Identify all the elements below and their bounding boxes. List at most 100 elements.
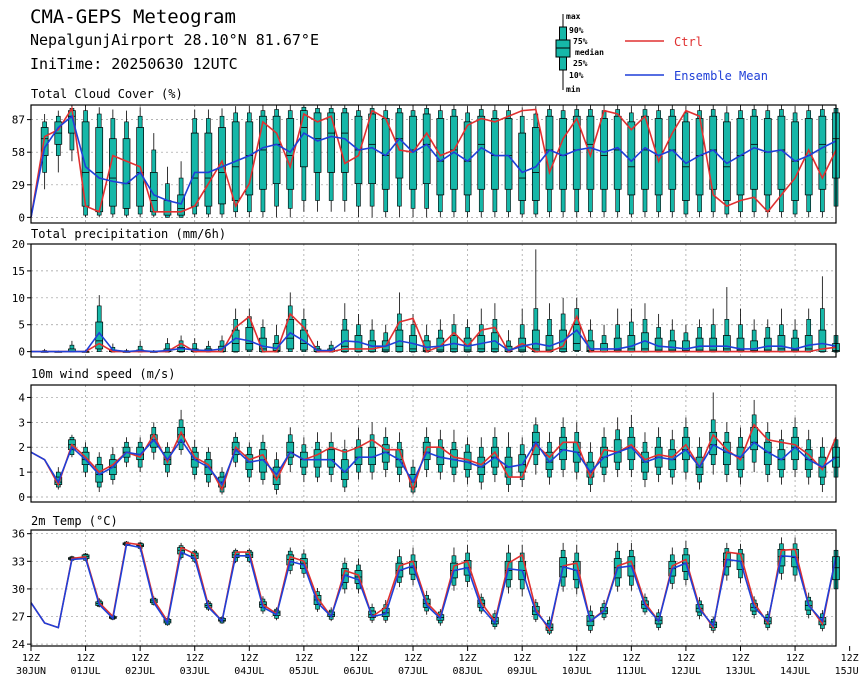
precip-p90-box — [547, 319, 552, 336]
cloud-iqr-box — [395, 112, 404, 179]
station-info: NepalgunjAirport 28.10°N 81.67°E — [30, 31, 319, 49]
wind-p10-box — [397, 466, 402, 475]
wind-p90-box — [137, 441, 143, 448]
x-label-hour: 12Z — [240, 653, 258, 664]
x-label-hour: 12Z — [404, 653, 422, 664]
x-label-hour: 12Z — [295, 653, 313, 664]
cloud-p10-box — [110, 205, 116, 215]
cloud-p90-box — [765, 110, 771, 119]
temp-p10-box — [342, 582, 348, 590]
wind-iqr-box — [791, 436, 799, 461]
wind-p10-box — [765, 464, 771, 475]
wind-p10-box — [424, 459, 429, 470]
wind-p10-box — [96, 481, 102, 488]
temp-p10-box — [738, 569, 743, 579]
temp-ytick-label: 27 — [12, 611, 25, 624]
precip-iqr-box — [600, 343, 608, 352]
x-label-date: 14JUL — [780, 666, 810, 677]
cloud-p90-box — [779, 109, 784, 117]
cloud-p90-box — [806, 110, 812, 119]
wind-p10-box — [506, 476, 511, 485]
x-label-date: 09JUL — [507, 666, 537, 677]
x-label-date: 04JUL — [234, 666, 264, 677]
wind-p90-box — [533, 424, 539, 433]
x-label-hour: 12Z — [677, 653, 695, 664]
wind-p90-box — [615, 429, 620, 441]
wind-p10-box — [315, 466, 320, 478]
cloud-p10-box — [683, 200, 689, 215]
precip-p90-box — [410, 324, 416, 336]
cloud-p90-box — [192, 118, 198, 134]
precip-ytick-label: 5 — [18, 319, 25, 332]
wind-ytick-label: 1 — [18, 466, 25, 479]
cloud-p90-box — [151, 149, 157, 173]
temp-p90-box — [451, 555, 457, 564]
wind-p90-box — [792, 427, 798, 438]
temp-panel-frame — [30, 529, 837, 647]
precip-ctrl-line — [31, 312, 837, 353]
temp-ytick-label: 36 — [12, 528, 25, 541]
wind-iqr-box — [81, 451, 90, 466]
cloud-p10-box — [356, 183, 361, 207]
wind-p90-box — [165, 446, 170, 453]
cloud-iqr-box — [641, 115, 649, 190]
panel-precip-title: Total precipitation (mm/6h) — [31, 227, 226, 241]
temp-p10-box — [765, 623, 771, 628]
cloud-ytick-label: 58 — [12, 146, 25, 159]
cloud-p90-box — [710, 109, 716, 117]
cloud-p90-box — [233, 112, 238, 123]
cloud-p10-box — [820, 188, 825, 213]
precip-ytick-label: 10 — [12, 292, 25, 305]
wind-p90-box — [206, 451, 211, 460]
temp-p90-box — [356, 564, 361, 571]
precip-p90-box — [438, 329, 443, 339]
cloud-iqr-box — [122, 138, 131, 209]
cloud-iqr-box — [586, 115, 595, 190]
temp-p90-box — [669, 554, 675, 562]
wind-p10-box — [451, 466, 457, 475]
cloud-p10-box — [69, 132, 75, 151]
cloud-p90-box — [356, 110, 361, 117]
wind-p90-box — [96, 456, 102, 465]
temp-p10-box — [806, 609, 812, 615]
wind-p90-box — [697, 446, 702, 458]
legend-mean-label: Ensemble Mean — [674, 69, 768, 83]
precip-mean-line — [31, 328, 837, 353]
cloud-p90-box — [137, 115, 143, 128]
cloud-iqr-box — [272, 115, 281, 185]
cloud-p90-box — [560, 110, 566, 119]
precip-p90-box — [642, 319, 648, 334]
wind-p10-box — [779, 469, 784, 478]
wind-p10-box — [642, 471, 648, 480]
wind-p90-box — [397, 441, 402, 451]
temp-p10-box — [642, 607, 648, 613]
precip-p90-box — [820, 308, 825, 331]
precip-p90-box — [533, 308, 539, 331]
wind-p90-box — [178, 419, 184, 428]
precip-p90-box — [751, 329, 757, 342]
precip-p10-box — [287, 348, 293, 352]
precip-p90-box — [260, 327, 266, 339]
cloud-p90-box — [588, 109, 593, 117]
precip-p90-box — [342, 319, 348, 331]
wind-p10-box — [356, 464, 361, 473]
x-label-hour: 12Z — [622, 653, 640, 664]
panel-wind-title: 10m wind speed (m/s) — [31, 367, 176, 381]
wind-p10-box — [328, 466, 334, 475]
temp-p90-box — [410, 554, 416, 562]
precip-iqr-box — [709, 337, 718, 352]
temp-p10-box — [751, 610, 757, 615]
temp-ctrl-line — [30, 542, 837, 633]
legend-min-label: min — [566, 84, 581, 94]
cloud-p10-box — [260, 188, 266, 213]
precip-ytick-label: 0 — [18, 346, 25, 359]
precip-p90-box — [383, 332, 389, 342]
wind-p90-box — [738, 436, 743, 448]
wind-p10-box — [383, 461, 389, 470]
cloud-iqr-box — [313, 112, 322, 173]
wind-p10-box — [206, 474, 211, 483]
cloud-p90-box — [42, 121, 47, 128]
temp-p90-box — [779, 543, 784, 550]
wind-iqr-box — [313, 449, 322, 468]
precip-p90-box — [206, 345, 211, 350]
